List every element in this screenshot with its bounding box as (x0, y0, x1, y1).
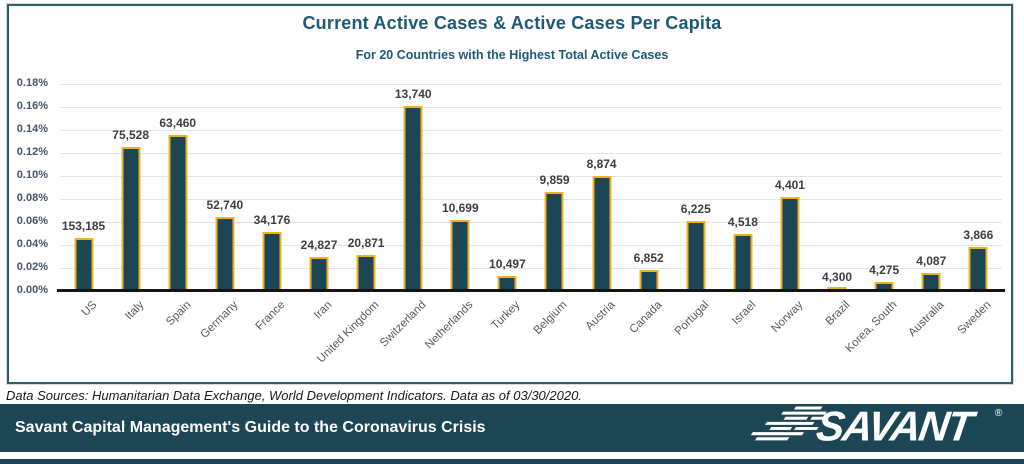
bar (121, 147, 141, 291)
bar-value-label: 10,497 (489, 257, 526, 272)
bar-slot: 20,871 United Kingdom (315, 84, 390, 365)
bar-value-label: 6,852 (633, 251, 664, 266)
y-axis: 0.18% 0.16% 0.14% 0.12% 0.10% 0.08% 0.06% 0.04%… (4, 77, 54, 296)
bar-slot: 34,176 France (248, 84, 295, 332)
bar-value-label: 52,740 (206, 198, 244, 213)
bar-slot: 52,740 Germany (198, 84, 248, 341)
bar-value-label: 75,528 (112, 128, 149, 143)
y-tick-label: 0.08% (16, 192, 48, 204)
gridline (60, 130, 1002, 131)
bar (733, 233, 753, 291)
bar-value-label: 8,874 (586, 157, 617, 171)
bar-value-label: 3,866 (963, 228, 994, 243)
bar-value-label: 24,827 (300, 237, 338, 252)
registered-trademark-symbol: ® (995, 408, 1003, 419)
bar-slot: 75,528 Italy (107, 84, 154, 322)
bar-value-label: 34,176 (253, 213, 291, 228)
bar (309, 256, 329, 291)
y-tick-label: 0.18% (16, 77, 48, 89)
bar-value-label: 10,699 (441, 200, 479, 215)
bar-slot: 6,225 Portugal (672, 84, 719, 338)
gridline (60, 222, 1002, 223)
bar-slot: 10,699 Netherlands (423, 84, 484, 352)
chart-title: Current Active Cases & Active Cases Per … (302, 13, 722, 33)
bar-slot: 4,401 Norway (766, 84, 813, 335)
savant-logo-graphic: SAVANT ® (750, 403, 1003, 450)
bar (356, 255, 376, 291)
bar-value-label: 153,185 (61, 219, 106, 234)
bar-slot: 10,497 Turkey (484, 84, 531, 332)
savant-wordmark: SAVANT (814, 405, 980, 447)
gridline (60, 84, 1002, 85)
bar (450, 219, 470, 291)
bar-slot: 153,185 US (60, 84, 107, 319)
bar-slot: 6,852 Canada (625, 84, 672, 336)
bar-value-label: 20,871 (347, 236, 385, 251)
gridline (60, 268, 1002, 269)
y-tick-label: 0.14% (16, 123, 48, 135)
bar (639, 270, 659, 291)
bar-slot: 8,874 Austria (578, 84, 625, 333)
bar-slot: 4,087 Australia (907, 84, 955, 340)
gridline (60, 153, 1002, 154)
bar-slot: 4,518 Israel (719, 84, 766, 328)
gridline (60, 199, 1002, 200)
bar (780, 196, 800, 291)
footer-title: Savant Capital Management's Guide to the… (15, 419, 486, 436)
bar (215, 217, 235, 291)
bar-slot: 13,740 Switzerland (378, 84, 437, 350)
bar-slot: 4,275 Korea, South (844, 84, 908, 355)
bar-slot: 3,866 Sweden (955, 84, 1002, 337)
y-tick-label: 0.06% (16, 215, 48, 227)
bar-slot: 9,859 Belgium (531, 84, 578, 337)
bar (168, 134, 188, 291)
gridline (60, 245, 1002, 246)
bar-value-label: 9,859 (539, 173, 570, 188)
bar-value-label: 4,518 (727, 214, 758, 229)
bar (403, 105, 423, 291)
bar-value-label: 6,225 (680, 201, 711, 216)
bar-value-label: 4,401 (774, 177, 805, 192)
speed-lines-icon (750, 406, 827, 441)
bar (74, 238, 94, 291)
bar-value-label: 63,460 (159, 115, 197, 130)
x-axis-line (57, 289, 1005, 292)
data-sources-note: Data Sources: Humanitarian Data Exchange… (6, 388, 582, 403)
footer-bar: Savant Capital Management's Guide to the… (0, 403, 1024, 452)
y-tick-label: 0.00% (16, 284, 48, 296)
bar-slot: 24,827 Iran (295, 84, 342, 322)
bar (686, 220, 706, 291)
bar (262, 232, 282, 291)
bar (592, 176, 612, 291)
bar-slot: 63,460 Spain (154, 84, 201, 329)
bar-value-label: 4,087 (916, 253, 947, 268)
bottom-strip (0, 459, 1024, 464)
y-tick-label: 0.10% (16, 169, 48, 181)
bar-slot: 4,300 Brazil (814, 84, 861, 328)
bar-value-label: 4,275 (869, 262, 900, 277)
gridline (60, 107, 1002, 108)
bar-value-label: 4,300 (822, 269, 853, 284)
savant-logo: SAVANT ® (725, 403, 1010, 452)
bar (544, 192, 564, 291)
bar-value-label: 13,740 (394, 86, 432, 101)
y-tick-label: 0.16% (16, 100, 48, 112)
bar (968, 247, 988, 291)
y-tick-label: 0.02% (16, 261, 48, 273)
y-tick-label: 0.12% (16, 146, 48, 158)
gridline (60, 176, 1002, 177)
y-tick-label: 0.04% (16, 238, 48, 250)
chart-subtitle: For 20 Countries with the Highest Total … (355, 48, 669, 62)
plot-area: 153,185 US 75,528 Italy 63,460 Spain 52,740 Ger… (60, 84, 1002, 365)
